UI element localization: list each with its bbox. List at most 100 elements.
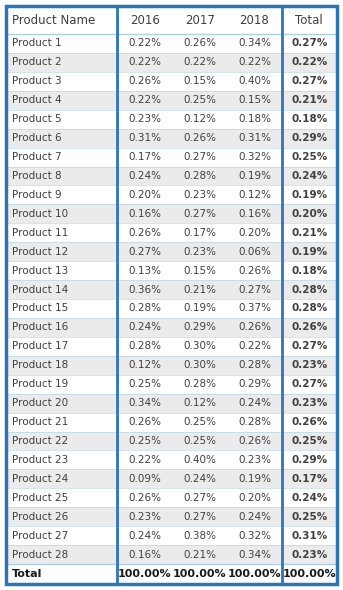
Text: 0.27%: 0.27%	[291, 38, 328, 48]
Text: Product 19: Product 19	[12, 379, 68, 389]
Bar	[6, 431, 337, 450]
Text: 0.27%: 0.27%	[291, 342, 328, 351]
Text: Product 2: Product 2	[12, 57, 62, 67]
Bar	[6, 470, 337, 489]
Text: 0.26%: 0.26%	[238, 322, 271, 332]
Text: Product 22: Product 22	[12, 436, 68, 446]
Bar	[6, 299, 337, 318]
Text: 0.28%: 0.28%	[291, 303, 328, 313]
Text: 0.19%: 0.19%	[238, 474, 271, 484]
Bar	[6, 129, 337, 148]
Text: 0.16%: 0.16%	[128, 209, 161, 219]
Text: 0.17%: 0.17%	[128, 152, 161, 162]
Text: 0.27%: 0.27%	[183, 209, 216, 219]
Text: 0.31%: 0.31%	[238, 133, 271, 143]
Bar	[6, 280, 337, 299]
Text: 0.19%: 0.19%	[291, 247, 328, 257]
Text: 0.12%: 0.12%	[183, 398, 216, 408]
Text: 0.12%: 0.12%	[128, 360, 161, 371]
Text: 0.17%: 0.17%	[183, 228, 216, 238]
Text: 0.26%: 0.26%	[291, 417, 328, 427]
Bar	[6, 526, 337, 545]
Text: 0.22%: 0.22%	[128, 95, 161, 105]
Text: 0.27%: 0.27%	[291, 379, 328, 389]
Text: 0.28%: 0.28%	[183, 379, 216, 389]
Text: 0.30%: 0.30%	[184, 342, 216, 351]
Text: 0.12%: 0.12%	[183, 114, 216, 124]
Text: 0.20%: 0.20%	[238, 228, 271, 238]
Text: Total: Total	[295, 14, 323, 27]
Bar	[6, 204, 337, 223]
Text: 100.00%: 100.00%	[118, 569, 172, 579]
Text: Product 9: Product 9	[12, 190, 62, 200]
Text: Product 4: Product 4	[12, 95, 62, 105]
Text: 0.28%: 0.28%	[128, 303, 161, 313]
Bar	[6, 185, 337, 204]
Text: 0.12%: 0.12%	[238, 190, 271, 200]
Text: 2018: 2018	[239, 14, 269, 27]
Bar	[6, 72, 337, 91]
Bar	[6, 53, 337, 72]
Text: Product 23: Product 23	[12, 455, 68, 465]
Text: 0.34%: 0.34%	[238, 38, 271, 48]
Text: Product 12: Product 12	[12, 247, 68, 257]
Bar	[6, 91, 337, 110]
Text: 0.22%: 0.22%	[128, 57, 161, 67]
Text: 0.34%: 0.34%	[238, 549, 271, 559]
Text: 0.29%: 0.29%	[291, 455, 328, 465]
Text: 0.40%: 0.40%	[184, 455, 216, 465]
Bar	[6, 166, 337, 185]
Text: Product 20: Product 20	[12, 398, 68, 408]
Text: 0.28%: 0.28%	[128, 342, 161, 351]
Text: Product 3: Product 3	[12, 76, 62, 86]
Text: Product 17: Product 17	[12, 342, 68, 351]
Text: 0.15%: 0.15%	[238, 95, 271, 105]
Text: 0.16%: 0.16%	[128, 549, 161, 559]
Text: Product 10: Product 10	[12, 209, 68, 219]
Bar	[6, 450, 337, 470]
Text: 0.26%: 0.26%	[291, 322, 328, 332]
Text: 0.23%: 0.23%	[128, 114, 161, 124]
Text: 0.25%: 0.25%	[183, 436, 216, 446]
Text: Product 8: Product 8	[12, 171, 62, 181]
Text: 0.26%: 0.26%	[238, 436, 271, 446]
Bar	[6, 394, 337, 412]
Text: 0.27%: 0.27%	[128, 247, 161, 257]
Bar	[6, 375, 337, 394]
Text: 0.38%: 0.38%	[183, 530, 216, 540]
Text: 0.28%: 0.28%	[183, 171, 216, 181]
Text: 0.26%: 0.26%	[183, 38, 216, 48]
Text: 0.19%: 0.19%	[291, 190, 328, 200]
Text: Total: Total	[12, 569, 43, 579]
Text: Product 27: Product 27	[12, 530, 68, 540]
Text: 0.40%: 0.40%	[238, 76, 271, 86]
Text: Product 28: Product 28	[12, 549, 68, 559]
Bar	[6, 545, 337, 564]
Text: Product 21: Product 21	[12, 417, 68, 427]
Text: 0.19%: 0.19%	[238, 171, 271, 181]
Text: 0.25%: 0.25%	[291, 152, 328, 162]
Text: Product 26: Product 26	[12, 512, 68, 522]
Text: 0.26%: 0.26%	[183, 133, 216, 143]
Text: 0.27%: 0.27%	[183, 512, 216, 522]
Text: Product 14: Product 14	[12, 284, 68, 294]
Text: 0.28%: 0.28%	[291, 284, 328, 294]
Text: 0.31%: 0.31%	[291, 530, 328, 540]
Text: 0.32%: 0.32%	[238, 530, 271, 540]
Bar	[6, 318, 337, 337]
Text: 100.00%: 100.00%	[283, 569, 336, 579]
Text: 0.24%: 0.24%	[128, 171, 161, 181]
Text: 0.15%: 0.15%	[183, 76, 216, 86]
Text: 0.23%: 0.23%	[291, 398, 328, 408]
Text: 0.32%: 0.32%	[238, 152, 271, 162]
Text: 0.21%: 0.21%	[291, 228, 328, 238]
Bar	[6, 337, 337, 356]
Text: Product 15: Product 15	[12, 303, 68, 313]
Text: 0.13%: 0.13%	[128, 266, 161, 276]
Text: 0.22%: 0.22%	[238, 57, 271, 67]
Text: 0.23%: 0.23%	[128, 512, 161, 522]
Text: Product 6: Product 6	[12, 133, 62, 143]
Text: 0.26%: 0.26%	[128, 493, 161, 503]
Text: 0.34%: 0.34%	[128, 398, 161, 408]
Text: 0.26%: 0.26%	[128, 417, 161, 427]
